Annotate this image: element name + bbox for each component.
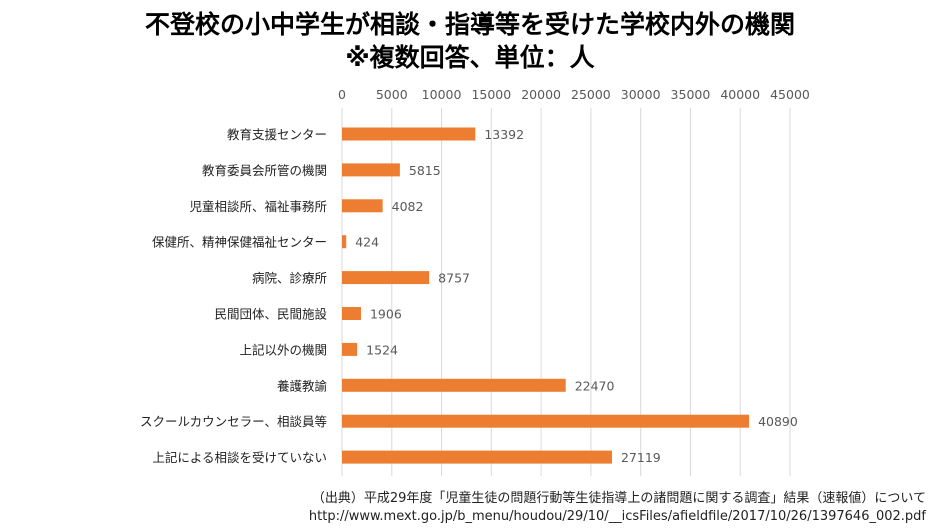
bar <box>342 342 358 356</box>
x-tick-label: 35000 <box>671 87 711 102</box>
bar <box>342 127 476 141</box>
x-tick-label: 45000 <box>770 87 810 102</box>
data-label: 8757 <box>438 271 470 286</box>
data-label: 424 <box>355 235 379 250</box>
bar <box>342 414 750 428</box>
category-label: 保健所、精神保健福祉センター <box>152 235 327 250</box>
bar <box>342 271 430 285</box>
bar <box>342 163 400 177</box>
chart-subtitle: ※複数回答、単位：人 <box>345 43 595 72</box>
category-label: 病院、診療所 <box>252 271 327 286</box>
data-label: 4082 <box>392 199 424 214</box>
bar <box>342 199 383 213</box>
data-label: 27119 <box>621 450 661 465</box>
data-label: 40890 <box>758 414 798 429</box>
x-tick-label: 0 <box>338 87 346 102</box>
bar <box>342 378 566 392</box>
category-label: 教育委員会所管の機関 <box>202 163 327 178</box>
chart-title: 不登校の小中学生が相談・指導等を受けた学校内外の機関 <box>144 10 795 39</box>
x-tick-label: 5000 <box>376 87 408 102</box>
data-label: 22470 <box>575 378 615 393</box>
x-tick-label: 20000 <box>521 87 561 102</box>
category-label: 上記以外の機関 <box>239 342 327 357</box>
category-label: 民間団体、民間施設 <box>214 307 327 322</box>
category-label: 児童相談所、福祉事務所 <box>189 199 327 214</box>
bar-chart: 0 5000 10000 15000 20000 25000 30000 35000 40000… <box>140 87 810 476</box>
data-label: 1906 <box>370 307 402 322</box>
bar <box>342 235 347 249</box>
data-label: 1524 <box>366 342 398 357</box>
bar <box>342 307 361 320</box>
x-tick-label: 25000 <box>571 87 611 102</box>
category-label: 養護教諭 <box>277 378 328 393</box>
category-label: スクールカウンセラー、相談員等 <box>140 414 327 429</box>
x-tick-label: 15000 <box>471 87 511 102</box>
x-tick-label: 40000 <box>720 87 760 102</box>
source-url: http://www.mext.go.jp/b_menu/houdou/29/1… <box>308 509 926 524</box>
data-label: 5815 <box>409 163 441 178</box>
source-citation: （出典）平成29年度「児童生徒の問題行動等生徒指導上の諸問題に関する調査」結果（… <box>311 491 926 506</box>
x-tick-label: 10000 <box>422 87 462 102</box>
category-label: 教育支援センター <box>227 127 327 142</box>
bar <box>342 450 612 464</box>
data-label: 13392 <box>484 127 524 142</box>
x-tick-label: 30000 <box>621 87 661 102</box>
category-label: 上記による相談を受けていない <box>152 450 327 465</box>
